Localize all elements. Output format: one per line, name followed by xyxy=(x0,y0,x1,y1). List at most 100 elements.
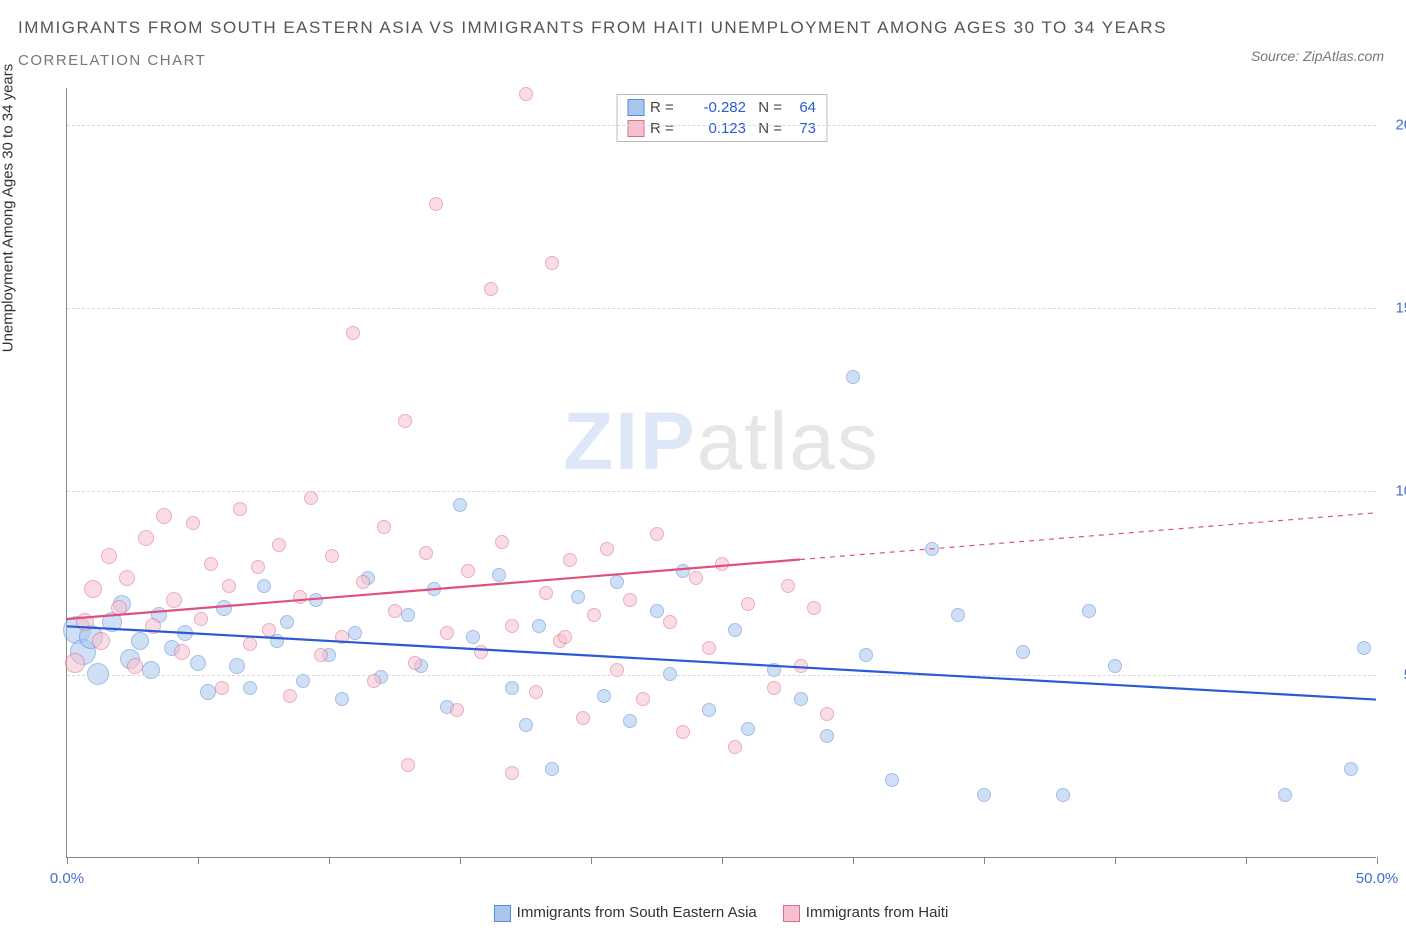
n-label: N = xyxy=(746,99,782,116)
x-tick-label: 0.0% xyxy=(50,870,84,887)
scatter-point-sea xyxy=(1016,645,1030,659)
scatter-point-sea xyxy=(702,703,716,717)
scatter-point-haiti xyxy=(174,644,190,660)
scatter-point-haiti xyxy=(314,648,328,662)
scatter-point-haiti xyxy=(529,685,543,699)
scatter-point-sea xyxy=(131,632,149,650)
scatter-point-haiti xyxy=(600,542,614,556)
scatter-point-sea xyxy=(846,370,860,384)
watermark-rest: atlas xyxy=(697,396,880,487)
scatter-point-haiti xyxy=(419,546,433,560)
legend-swatch-haiti xyxy=(627,120,644,137)
x-tick xyxy=(591,857,592,864)
y-tick-label: 5.0% xyxy=(1383,666,1406,683)
legend-item-haiti: Immigrants from Haiti xyxy=(783,904,949,922)
x-tick xyxy=(853,857,854,864)
scatter-point-haiti xyxy=(794,659,808,673)
x-tick xyxy=(198,857,199,864)
scatter-point-haiti xyxy=(623,593,637,607)
scatter-point-haiti xyxy=(450,703,464,717)
scatter-point-sea xyxy=(597,689,611,703)
legend-swatch-sea xyxy=(494,905,511,922)
scatter-point-haiti xyxy=(119,570,135,586)
scatter-point-haiti xyxy=(272,538,286,552)
scatter-point-haiti xyxy=(335,630,349,644)
scatter-point-haiti xyxy=(429,197,443,211)
x-tick xyxy=(67,857,68,864)
watermark: ZIPatlas xyxy=(563,395,880,489)
x-tick xyxy=(329,857,330,864)
scatter-point-sea xyxy=(610,575,624,589)
grid-line xyxy=(67,308,1376,309)
n-label: N = xyxy=(746,120,782,137)
scatter-point-sea xyxy=(177,625,193,641)
scatter-point-haiti xyxy=(702,641,716,655)
scatter-point-sea xyxy=(216,600,232,616)
scatter-point-haiti xyxy=(194,612,208,626)
scatter-point-haiti xyxy=(484,282,498,296)
scatter-point-haiti xyxy=(689,571,703,585)
legend-swatch-haiti xyxy=(783,905,800,922)
x-tick xyxy=(1246,857,1247,864)
scatter-point-sea xyxy=(401,608,415,622)
scatter-point-sea xyxy=(859,648,873,662)
scatter-point-sea xyxy=(794,692,808,706)
scatter-point-haiti xyxy=(519,87,533,101)
scatter-point-sea xyxy=(453,498,467,512)
scatter-point-haiti xyxy=(222,579,236,593)
scatter-point-sea xyxy=(427,582,441,596)
x-tick-label: 50.0% xyxy=(1356,870,1399,887)
legend-swatch-sea xyxy=(627,99,644,116)
correlation-legend-row: R = -0.282 N = 64 xyxy=(617,97,826,118)
scatter-point-haiti xyxy=(356,575,370,589)
source-attribution: Source: ZipAtlas.com xyxy=(1251,48,1384,64)
x-tick xyxy=(1377,857,1378,864)
scatter-point-sea xyxy=(309,593,323,607)
scatter-point-haiti xyxy=(262,623,276,637)
scatter-point-sea xyxy=(1357,641,1371,655)
scatter-point-sea xyxy=(519,718,533,732)
scatter-point-haiti xyxy=(781,579,795,593)
scatter-point-haiti xyxy=(505,619,519,633)
r-label: R = xyxy=(650,120,684,137)
scatter-point-sea xyxy=(1082,604,1096,618)
scatter-point-haiti xyxy=(663,615,677,629)
scatter-point-haiti xyxy=(186,516,200,530)
scatter-point-haiti xyxy=(304,491,318,505)
scatter-point-haiti xyxy=(474,645,488,659)
source-name: ZipAtlas.com xyxy=(1303,48,1384,64)
scatter-point-sea xyxy=(243,681,257,695)
scatter-point-haiti xyxy=(156,508,172,524)
scatter-point-haiti xyxy=(145,618,161,634)
scatter-point-haiti xyxy=(92,632,110,650)
x-tick xyxy=(722,857,723,864)
source-prefix: Source: xyxy=(1251,48,1303,64)
scatter-point-haiti xyxy=(65,653,85,673)
n-value-sea: 64 xyxy=(782,99,816,116)
trend-lines xyxy=(67,88,1376,857)
scatter-point-sea xyxy=(466,630,480,644)
grid-line xyxy=(67,125,1376,126)
scatter-point-haiti xyxy=(495,535,509,549)
scatter-point-sea xyxy=(571,590,585,604)
scatter-point-haiti xyxy=(346,326,360,340)
scatter-point-sea xyxy=(925,542,939,556)
chart-title: IMMIGRANTS FROM SOUTH EASTERN ASIA VS IM… xyxy=(18,18,1406,38)
scatter-point-sea xyxy=(1056,788,1070,802)
scatter-point-haiti xyxy=(166,592,182,608)
r-value-haiti: 0.123 xyxy=(684,120,746,137)
scatter-point-haiti xyxy=(587,608,601,622)
scatter-point-haiti xyxy=(293,590,307,604)
scatter-point-haiti xyxy=(283,689,297,703)
scatter-point-haiti xyxy=(127,658,143,674)
grid-line xyxy=(67,675,1376,676)
scatter-point-haiti xyxy=(215,681,229,695)
scatter-point-haiti xyxy=(111,600,127,616)
y-axis-title: Unemployment Among Ages 30 to 34 years xyxy=(0,64,17,353)
scatter-point-haiti xyxy=(204,557,218,571)
legend-label-haiti: Immigrants from Haiti xyxy=(806,904,949,921)
y-tick-label: 15.0% xyxy=(1383,300,1406,317)
legend-label-sea: Immigrants from South Eastern Asia xyxy=(517,904,757,921)
scatter-point-haiti xyxy=(401,758,415,772)
scatter-point-haiti xyxy=(388,604,402,618)
